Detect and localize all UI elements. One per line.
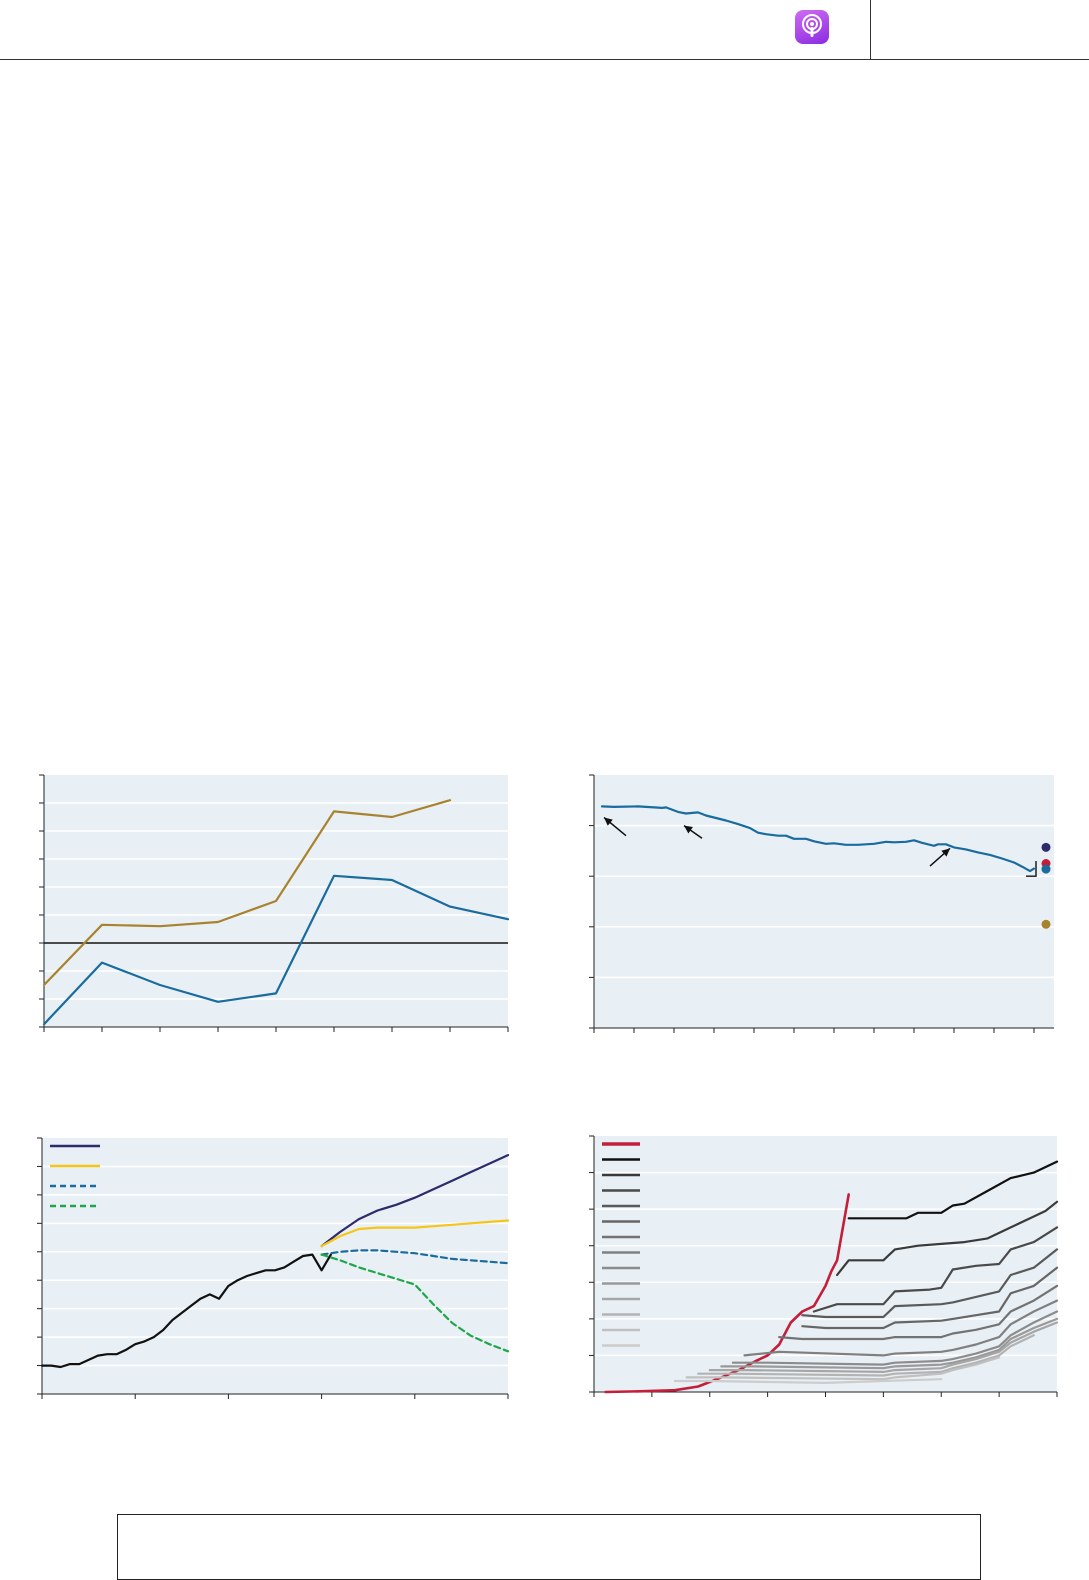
chart-top-left — [30, 770, 530, 1050]
annotation-arrowhead — [684, 825, 693, 834]
series-line-11 — [708, 1321, 1059, 1373]
series-line-2 — [320, 1154, 510, 1248]
series-line-5 — [320, 1253, 510, 1353]
series-line-1 — [40, 1253, 332, 1369]
series-line-9 — [731, 1310, 1059, 1366]
series-line-3 — [836, 1200, 1059, 1277]
plot-background — [594, 1136, 1057, 1392]
chart3-svg — [37, 1137, 510, 1399]
chart4-svg — [589, 1135, 1059, 1397]
annotation-arrowhead — [604, 817, 613, 826]
series-line-12 — [697, 1334, 1035, 1377]
plot-background — [594, 775, 1054, 1028]
series-line-2 — [847, 1160, 1059, 1220]
series-line-4 — [812, 1226, 1059, 1313]
series-line-5 — [801, 1248, 1059, 1319]
series-line-4 — [320, 1249, 510, 1265]
data-point-1 — [1041, 842, 1051, 852]
chart-bottom-right — [586, 1133, 1072, 1413]
series-line-3 — [320, 1219, 510, 1248]
series-line-6 — [801, 1266, 1059, 1330]
data-point-4 — [1041, 919, 1051, 929]
plot-background — [42, 1138, 508, 1394]
series-line-13 — [685, 1356, 1001, 1381]
series-line-1 — [604, 1193, 850, 1394]
series-line-7 — [778, 1284, 1059, 1341]
series-line-10 — [720, 1317, 1059, 1370]
series-line-1 — [42, 799, 452, 987]
chart1-svg — [39, 774, 510, 1032]
annotation-arrowhead — [941, 848, 950, 857]
podcast-icon[interactable] — [795, 10, 829, 44]
data-point-3 — [1041, 864, 1051, 874]
chart-bottom-left — [30, 1133, 530, 1413]
series-line-8 — [743, 1299, 1059, 1357]
series-line-14 — [673, 1378, 943, 1384]
chart-top-right — [586, 770, 1066, 1050]
footer-box — [117, 1514, 981, 1580]
chart2-svg — [589, 774, 1054, 1033]
series-line-2 — [42, 874, 510, 1026]
series-line-1 — [600, 805, 1036, 873]
header-divider — [870, 0, 871, 60]
annotation-bracket — [1026, 861, 1037, 877]
top-bar — [0, 0, 1089, 60]
